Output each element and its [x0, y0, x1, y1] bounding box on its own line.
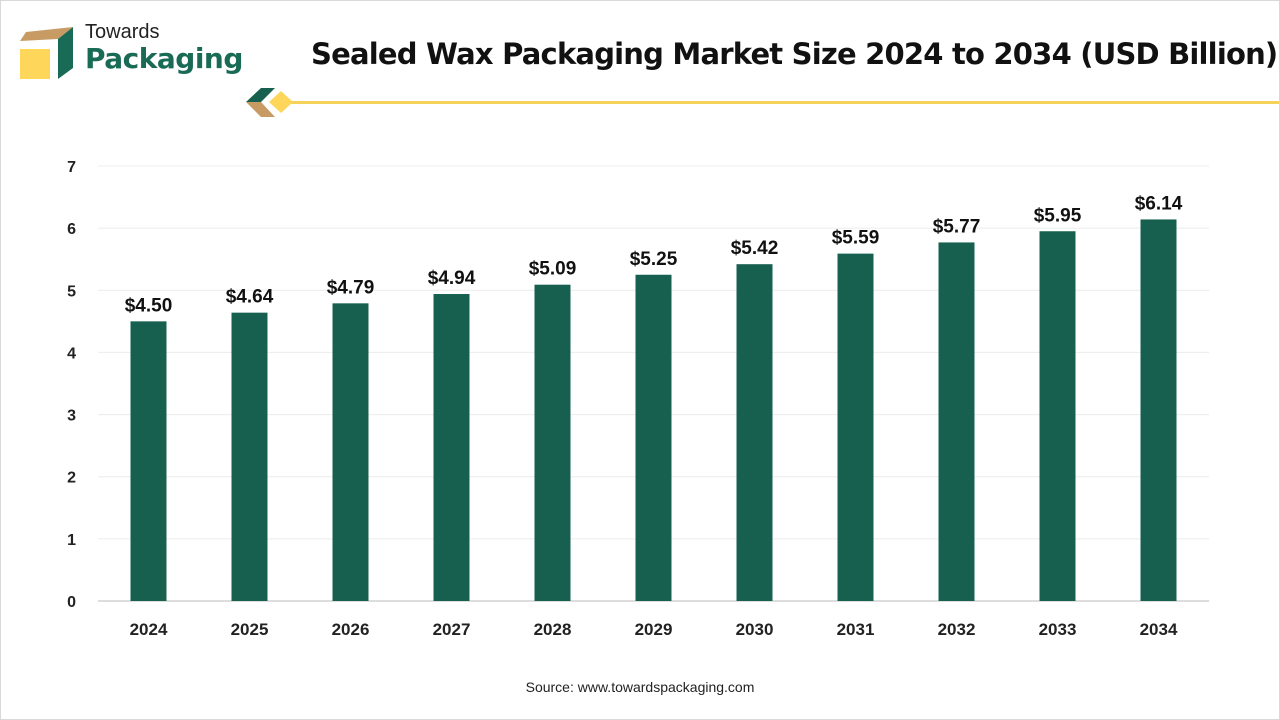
logo-icon: [20, 27, 73, 79]
y-tick-label: 3: [67, 408, 76, 425]
bar-2030: [736, 264, 773, 601]
logo-text-top: Towards: [85, 21, 160, 43]
x-tick-label: 2027: [433, 620, 471, 639]
chart-title: Sealed Wax Packaging Market Size 2024 to…: [311, 37, 1278, 71]
bar-2027: [433, 294, 470, 601]
y-tick-label: 1: [67, 532, 76, 549]
y-tick-label: 5: [67, 283, 76, 300]
x-tick-label: 2025: [231, 620, 269, 639]
x-tick-label: 2033: [1039, 620, 1077, 639]
x-tick-label: 2032: [938, 620, 976, 639]
data-label: $4.79: [327, 277, 375, 298]
x-tick-label: 2031: [837, 620, 875, 639]
y-tick-label: 0: [67, 594, 76, 611]
data-label: $6.14: [1135, 193, 1183, 214]
bar-chart: 0 1 2 3 4 5 6 7 $4.50 2024 $4.64 2025 $4.79 2026 $4.94…: [67, 159, 1209, 639]
x-tick-label: 2030: [736, 620, 774, 639]
y-tick-label: 4: [67, 345, 76, 362]
y-tick-label: 6: [67, 221, 76, 238]
bar-2026: [332, 303, 369, 601]
bar-2032: [938, 242, 975, 601]
title-underline-decoration: [246, 88, 1279, 117]
data-label: $5.95: [1034, 205, 1082, 226]
bar-2024: [130, 321, 167, 601]
x-tick-label: 2028: [534, 620, 572, 639]
y-tick-label: 7: [67, 159, 76, 176]
bar-2034: [1140, 219, 1177, 601]
y-tick-label: 2: [67, 470, 76, 487]
bar-2033: [1039, 231, 1076, 601]
x-tick-label: 2026: [332, 620, 370, 639]
bar-2025: [231, 312, 268, 601]
x-tick-label: 2024: [130, 620, 168, 639]
data-label: $5.25: [630, 249, 678, 270]
bar-2028: [534, 284, 571, 601]
data-label: $4.50: [125, 295, 173, 316]
bar-2031: [837, 253, 874, 601]
data-label: $5.42: [731, 238, 779, 259]
x-tick-label: 2029: [635, 620, 673, 639]
logo-text-bottom: Packaging: [85, 42, 243, 75]
data-label: $5.09: [529, 259, 577, 280]
x-tick-label: 2034: [1140, 620, 1178, 639]
bar-2029: [635, 274, 672, 601]
data-label: $4.64: [226, 287, 274, 308]
data-label: $4.94: [428, 268, 476, 289]
source-note: Source: www.towardspackaging.com: [525, 679, 755, 695]
data-label: $5.59: [832, 228, 880, 249]
data-label: $5.77: [933, 216, 981, 237]
